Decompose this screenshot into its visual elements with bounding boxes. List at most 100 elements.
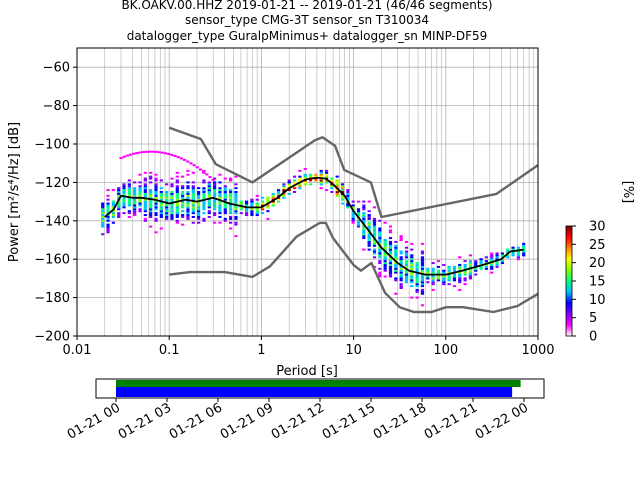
- density-cell: [356, 200, 361, 203]
- density-cell: [378, 260, 382, 263]
- title-line-datalogger: datalogger_type GuralpMinimus+ datalogge…: [127, 29, 488, 43]
- density-cell: [111, 204, 115, 207]
- density-cell: [415, 296, 419, 299]
- density-cell: [420, 252, 425, 255]
- density-cell: [362, 237, 366, 240]
- density-cell: [202, 196, 206, 199]
- density-cell: [255, 210, 259, 213]
- density-cell: [330, 191, 334, 193]
- density-cell: [143, 206, 147, 209]
- density-cell: [372, 244, 377, 247]
- density-cell: [458, 288, 462, 291]
- density-cell: [362, 204, 366, 207]
- density-cell: [404, 254, 409, 257]
- density-cell: [159, 202, 163, 205]
- density-cell: [324, 169, 329, 172]
- density-cell: [218, 187, 222, 190]
- timeline-tick-label: 01-21 15: [320, 400, 378, 442]
- density-cell: [394, 263, 398, 266]
- density-cell: [106, 198, 110, 201]
- density-cell: [175, 171, 179, 174]
- density-cell: [181, 191, 185, 193]
- density-cell: [207, 200, 211, 203]
- density-cell: [484, 263, 489, 266]
- density-cell: [442, 269, 446, 272]
- density-cell: [260, 196, 265, 199]
- density-cell: [490, 263, 494, 266]
- density-cell: [165, 208, 169, 211]
- density-cell: [149, 206, 153, 209]
- density-cell: [522, 244, 526, 247]
- density-cell: [372, 227, 377, 230]
- density-cell: [468, 262, 473, 265]
- density-cell: [426, 275, 430, 278]
- density-cell: [335, 191, 339, 193]
- density-cell: [175, 212, 179, 215]
- density-cell: [303, 177, 307, 180]
- density-cell: [378, 237, 382, 240]
- density-cell: [229, 206, 233, 209]
- density-cell: [234, 208, 238, 211]
- density-cell: [447, 283, 451, 286]
- density-cell: [154, 189, 158, 192]
- x-tick-label: 0.01: [63, 343, 92, 358]
- density-cell: [388, 237, 393, 240]
- density-cell: [223, 187, 227, 190]
- density-cell: [356, 219, 361, 222]
- density-cell: [319, 181, 323, 184]
- density-cell: [175, 175, 179, 178]
- density-cell: [522, 254, 526, 257]
- density-cell: [170, 177, 174, 180]
- density-cell: [346, 191, 350, 193]
- density-cell: [458, 275, 462, 278]
- density-cell: [191, 198, 195, 201]
- colorbar-tick-label: 30: [589, 220, 606, 235]
- density-cell: [133, 198, 137, 201]
- density-cell: [127, 194, 131, 197]
- density-cell: [160, 151, 164, 154]
- density-cell: [250, 214, 254, 217]
- density-cell: [141, 151, 145, 154]
- density-cell: [234, 215, 238, 218]
- density-cell: [213, 214, 217, 217]
- density-cell: [138, 181, 142, 184]
- density-cell: [255, 202, 259, 205]
- density-cell: [479, 265, 483, 268]
- density-cell: [181, 215, 185, 218]
- density-cell: [484, 260, 489, 263]
- density-cell: [340, 191, 345, 193]
- density-cell: [229, 204, 233, 207]
- density-cell: [175, 192, 179, 195]
- density-cell: [420, 275, 425, 278]
- density-cell: [143, 217, 147, 220]
- density-cell: [431, 279, 435, 282]
- density-cell: [495, 256, 499, 259]
- density-cell: [207, 212, 211, 215]
- density-cell: [223, 177, 227, 180]
- density-cell: [149, 181, 153, 184]
- density-cell: [266, 200, 270, 203]
- density-cell: [234, 183, 238, 186]
- density-cell: [154, 219, 158, 222]
- density-cell: [308, 183, 313, 186]
- density-cell: [179, 157, 183, 160]
- x-axis-ticks: 0.01 0.1 1 10 100 1000: [63, 336, 555, 358]
- density-cell: [250, 210, 254, 213]
- density-cell: [394, 269, 398, 272]
- density-cell: [495, 254, 499, 257]
- density-cell: [165, 217, 169, 220]
- density-cell: [213, 221, 217, 224]
- density-cell: [367, 227, 371, 230]
- density-cell: [292, 175, 297, 178]
- density-cell: [229, 191, 233, 193]
- density-cell: [234, 175, 238, 178]
- density-cell: [122, 185, 126, 188]
- density-cell: [372, 235, 377, 238]
- density-cell: [175, 198, 179, 201]
- density-cell: [197, 208, 201, 211]
- density-cell: [335, 189, 339, 192]
- density-cell: [420, 242, 425, 245]
- density-cell: [148, 150, 152, 153]
- density-cell: [250, 204, 254, 207]
- density-cell: [165, 212, 169, 215]
